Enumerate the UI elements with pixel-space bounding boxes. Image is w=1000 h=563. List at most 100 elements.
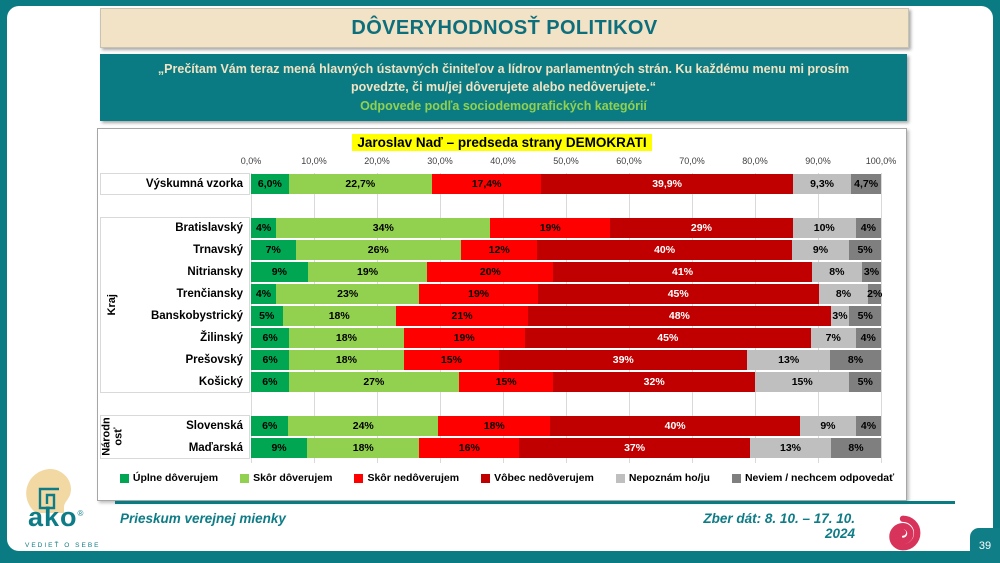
- table-row: Nitriansky 9% 19% 20% 41% 8% 3%: [128, 261, 906, 283]
- group-side: Národn osť: [98, 415, 128, 459]
- bar-segment: 9%: [799, 416, 856, 436]
- legend-item: Úplne dôverujem: [119, 472, 219, 484]
- chart-legend: Úplne dôverujem Skôr dôverujem Skôr nedôve…: [108, 472, 906, 484]
- table-row: Trnavský 7% 26% 12% 40% 9% 5%: [128, 239, 906, 261]
- legend-swatch: [240, 473, 250, 483]
- legend-item: Neviem / nechcem odpovedať: [731, 472, 895, 484]
- bar-segment: 6%: [251, 328, 290, 348]
- legend-swatch: [615, 473, 625, 483]
- bar-segment: 18%: [307, 438, 420, 458]
- legend-label: Skôr nedôverujem: [367, 472, 460, 484]
- header-box: DÔVERYHODNOSŤ POLITIKOV: [100, 8, 909, 48]
- bar-segment: 6,0%: [251, 174, 289, 194]
- bar-segment: 4%: [855, 328, 881, 348]
- bar-segment: 19%: [419, 284, 538, 304]
- bar-segment: 39%: [499, 350, 748, 370]
- ako-wordmark: ako: [28, 502, 78, 532]
- bar-segment: 45%: [537, 284, 819, 304]
- stacked-bar: 6% 18% 15% 39% 13% 8%: [251, 350, 881, 370]
- bar-segment: 5%: [849, 306, 881, 326]
- table-row: Výskumná vzorka 6,0% 22,7% 17,4% 39,9% 9,3% 4,…: [128, 173, 906, 195]
- bar-segment: 6%: [251, 350, 290, 370]
- legend-label: Skôr dôverujem: [253, 472, 333, 484]
- registered-mark-icon: ®: [77, 509, 85, 518]
- category-label: Trnavský: [193, 244, 243, 256]
- stacked-bar: 6,0% 22,7% 17,4% 39,9% 9,3% 4,7%: [251, 174, 881, 194]
- x-axis-tick-label: 0,0%: [240, 156, 262, 166]
- bar-segment: 40%: [550, 416, 800, 436]
- stacked-bar: 9% 18% 16% 37% 13% 8%: [251, 438, 881, 458]
- category-label: Maďarská: [188, 442, 243, 454]
- bar-segment: 3%: [862, 262, 881, 282]
- bar-segment: 8%: [831, 438, 881, 458]
- bar-segment: 5%: [849, 240, 881, 260]
- legend-label: Neviem / nechcem odpovedať: [744, 472, 895, 484]
- bar-segment: 26%: [295, 240, 461, 260]
- bar-segment: 34%: [276, 218, 491, 238]
- legend-swatch: [481, 473, 491, 483]
- stacked-bar: 5% 18% 21% 48% 3% 5%: [251, 306, 881, 326]
- bar-segment: 48%: [528, 306, 831, 326]
- bar-segment: 24%: [288, 416, 439, 436]
- x-axis-tick-label: 50,0%: [553, 156, 579, 166]
- ako-tagline: VEDIEŤ O SEBE: [25, 542, 101, 549]
- table-row: Slovenská 6% 24% 18% 40% 9% 4%: [128, 415, 906, 437]
- bar-segment: 5%: [849, 372, 881, 392]
- chart-body: Výskumná vzorka 6,0% 22,7% 17,4% 39,9% 9,3% 4,…: [98, 173, 906, 463]
- bar-segment: 23%: [275, 284, 420, 304]
- chart-rows: Výskumná vzorka 6,0% 22,7% 17,4% 39,9% 9,3% 4,…: [98, 173, 906, 459]
- bar-segment: 9%: [251, 438, 308, 458]
- bar-segment: 16%: [419, 438, 520, 458]
- bar-segment: 9%: [791, 240, 850, 260]
- question-subtitle: Odpovede podľa sociodemografických kateg…: [360, 99, 647, 113]
- bar-segment: 12%: [460, 240, 538, 260]
- bar-segment: 6%: [251, 372, 289, 392]
- table-row: Bratislavský 4% 34% 19% 29% 10% 4%: [128, 217, 906, 239]
- x-axis-tick-label: 70,0%: [679, 156, 705, 166]
- bar-segment: 15%: [754, 372, 850, 392]
- bar-segment: 15%: [458, 372, 554, 392]
- legend-label: Úplne dôverujem: [132, 472, 219, 484]
- bar-segment: 4%: [855, 218, 881, 238]
- spiral-logo-icon: [884, 514, 922, 557]
- legend-item: Vôbec nedôverujem: [481, 472, 594, 484]
- question-text: „Prečítam Vám teraz mená hlavných ústavn…: [157, 62, 850, 94]
- stacked-bar: 6% 18% 19% 45% 7% 4%: [251, 328, 881, 348]
- group-axis-label: Kraj: [106, 294, 119, 316]
- bar-segment: 18%: [289, 350, 404, 370]
- bar-segment: 2%: [867, 284, 882, 304]
- bar-segment: 15%: [403, 350, 500, 370]
- bar-segment: 17,4%: [431, 174, 542, 194]
- table-row: Banskobystrický 5% 18% 21% 48% 3% 5%: [128, 305, 906, 327]
- bar-segment: 39,9%: [541, 174, 793, 194]
- bar-segment: 41%: [553, 262, 812, 282]
- bar-segment: 19%: [307, 262, 428, 282]
- legend-label: Nepoznám ho/ju: [628, 472, 710, 484]
- chart-title: Jaroslav Naď – predseda strany DEMOKRATI: [352, 134, 652, 151]
- category-label: Žilinský: [200, 332, 243, 344]
- legend-item: Skôr nedôverujem: [354, 472, 459, 484]
- stacked-bar: 7% 26% 12% 40% 9% 5%: [251, 240, 881, 260]
- stacked-bar: 4% 34% 19% 29% 10% 4%: [251, 218, 881, 238]
- bar-segment: 27%: [288, 372, 459, 392]
- footer-left-text: Prieskum verejnej mienky: [120, 511, 286, 526]
- table-row: Prešovský 6% 18% 15% 39% 13% 8%: [128, 349, 906, 371]
- legend-swatch: [119, 473, 129, 483]
- chart-group: Výskumná vzorka 6,0% 22,7% 17,4% 39,9% 9,3% 4,…: [98, 173, 906, 195]
- legend-label: Vôbec nedôverujem: [494, 472, 594, 484]
- bar-segment: 8%: [811, 262, 863, 282]
- category-label: Bratislavský: [175, 222, 243, 234]
- bar-segment: 4%: [856, 416, 881, 436]
- bar-segment: 45%: [524, 328, 811, 348]
- bar-segment: 19%: [490, 218, 611, 238]
- category-label: Košický: [198, 376, 243, 388]
- category-label: Banskobystrický: [150, 310, 243, 322]
- bar-segment: 40%: [537, 240, 792, 260]
- head-maze-icon: [26, 469, 71, 513]
- chart-container: Jaroslav Naď – predseda strany DEMOKRATI…: [97, 128, 907, 501]
- table-row: Žilinský 6% 18% 19% 45% 7% 4%: [128, 327, 906, 349]
- page-number: 39: [978, 539, 992, 552]
- group-side: Kraj: [98, 217, 128, 393]
- bar-segment: 21%: [395, 306, 529, 326]
- x-axis-tick-label: 40,0%: [490, 156, 516, 166]
